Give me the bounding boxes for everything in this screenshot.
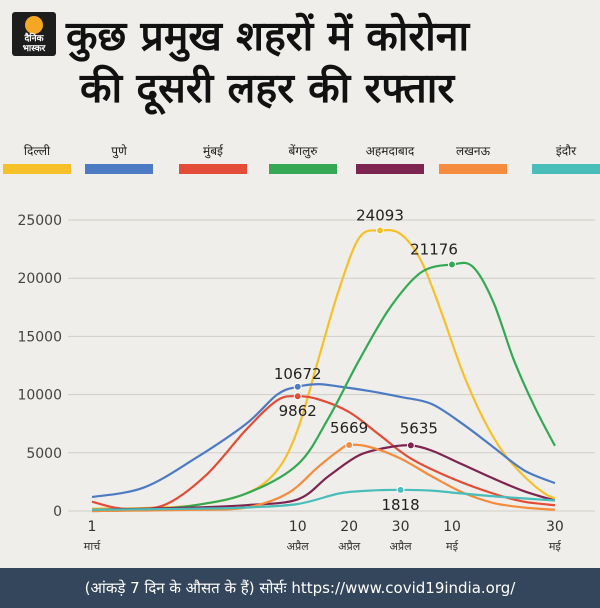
y-tick-label: 15000 (17, 329, 62, 345)
x-tick-month: अप्रैल (338, 540, 361, 553)
data-label: 21176 (410, 241, 458, 259)
data-label: 10672 (274, 365, 322, 383)
legend-swatch (439, 164, 507, 174)
legend-label: पुणे (111, 144, 127, 158)
title-line1: कुछ प्रमुख शहरों में कोरोना (66, 12, 470, 60)
x-tick-month: अप्रैल (287, 540, 310, 553)
legend-swatch (3, 164, 71, 174)
page-title: कुछ प्रमुख शहरों में कोरोना की दूसरी लहर… (66, 10, 596, 114)
chart-annotations: 24093 10672 9862 21176 5635 5669 1818 (274, 207, 458, 514)
y-tick-label: 5000 (26, 446, 62, 462)
x-axis-ticks: 1 मार्च 10 अप्रैल 20 अप्रैल 30 अप्रैल 10 मई 30 मई (84, 519, 564, 553)
y-axis-ticks: 0 5000 10000 15000 20000 25000 (17, 213, 62, 520)
legend-swatch (269, 164, 337, 174)
peak-marker (406, 441, 415, 450)
y-tick-label: 25000 (17, 213, 62, 229)
data-label: 5635 (400, 419, 438, 437)
legend-label: लखनऊ (455, 144, 491, 158)
legend-item: मुंबई (179, 142, 247, 174)
peak-marker (345, 441, 354, 450)
peak-marker (293, 392, 302, 401)
chart-grid (68, 219, 595, 512)
legend-item: अहमदाबाद (356, 142, 424, 174)
legend-swatch (85, 164, 153, 174)
chart-legend: दिल्ली पुणे मुंबई बेंगलुरु अहमदाबाद लखनऊ इंदौर (0, 142, 600, 182)
legend-item: पुणे (85, 142, 153, 174)
data-label: 5669 (330, 419, 368, 437)
legend-label: मुंबई (203, 144, 223, 158)
peak-marker (376, 226, 384, 235)
series-line (91, 261, 556, 513)
x-tick-label: 20 (340, 519, 358, 535)
x-tick-label: 10 (443, 519, 461, 535)
legend-label: इंदौर (555, 144, 577, 158)
x-tick-label: 1 (88, 519, 97, 535)
logo-line1: दैनिक (24, 34, 44, 44)
legend-label: बेंगलुरु (288, 144, 318, 158)
data-label: 1818 (381, 496, 419, 514)
series-line (91, 228, 556, 510)
peak-marker (396, 485, 405, 494)
x-tick-label: 30 (392, 519, 410, 535)
logo-line2: भास्कर (22, 44, 46, 54)
legend-swatch (356, 164, 424, 174)
source-footer: (आंकड़े 7 दिन के औसत के हैं) सोर्सः http… (0, 568, 600, 608)
x-tick-month: अप्रैल (390, 540, 413, 553)
legend-item: लखनऊ (439, 142, 507, 174)
x-tick-label: 10 (289, 519, 307, 535)
series-line (91, 444, 556, 511)
sun-icon (25, 16, 43, 34)
title-line2: की दूसरी लहर की रफ्तार (80, 64, 455, 112)
x-tick-label: 30 (546, 519, 564, 535)
legend-swatch (179, 164, 247, 174)
y-tick-label: 10000 (17, 388, 62, 404)
y-tick-label: 0 (53, 504, 62, 520)
legend-item: दिल्ली (3, 142, 71, 174)
legend-item: इंदौर (532, 142, 600, 174)
legend-item: बेंगलुरु (269, 142, 337, 174)
legend-label: अहमदाबाद (365, 144, 415, 158)
x-tick-month: मार्च (84, 540, 101, 553)
peak-marker (293, 382, 302, 391)
x-tick-month: मई (446, 540, 459, 553)
line-chart: 0 5000 10000 15000 20000 25000 1 मार्च 10 अप्रैल… (17, 207, 595, 553)
y-tick-label: 20000 (17, 271, 62, 287)
series-line (91, 488, 555, 511)
header: दैनिक भास्कर कुछ प्रमुख शहरों में कोरोना… (0, 0, 600, 138)
legend-label: दिल्ली (23, 144, 51, 158)
data-label: 9862 (279, 402, 317, 420)
x-tick-month: मई (549, 540, 562, 553)
data-label: 24093 (356, 207, 404, 225)
series-line (91, 395, 556, 511)
brand-logo[interactable]: दैनिक भास्कर (12, 12, 56, 56)
peak-marker (448, 260, 456, 269)
chart-series (91, 228, 556, 513)
legend-swatch (532, 164, 600, 174)
series-line (91, 383, 556, 499)
